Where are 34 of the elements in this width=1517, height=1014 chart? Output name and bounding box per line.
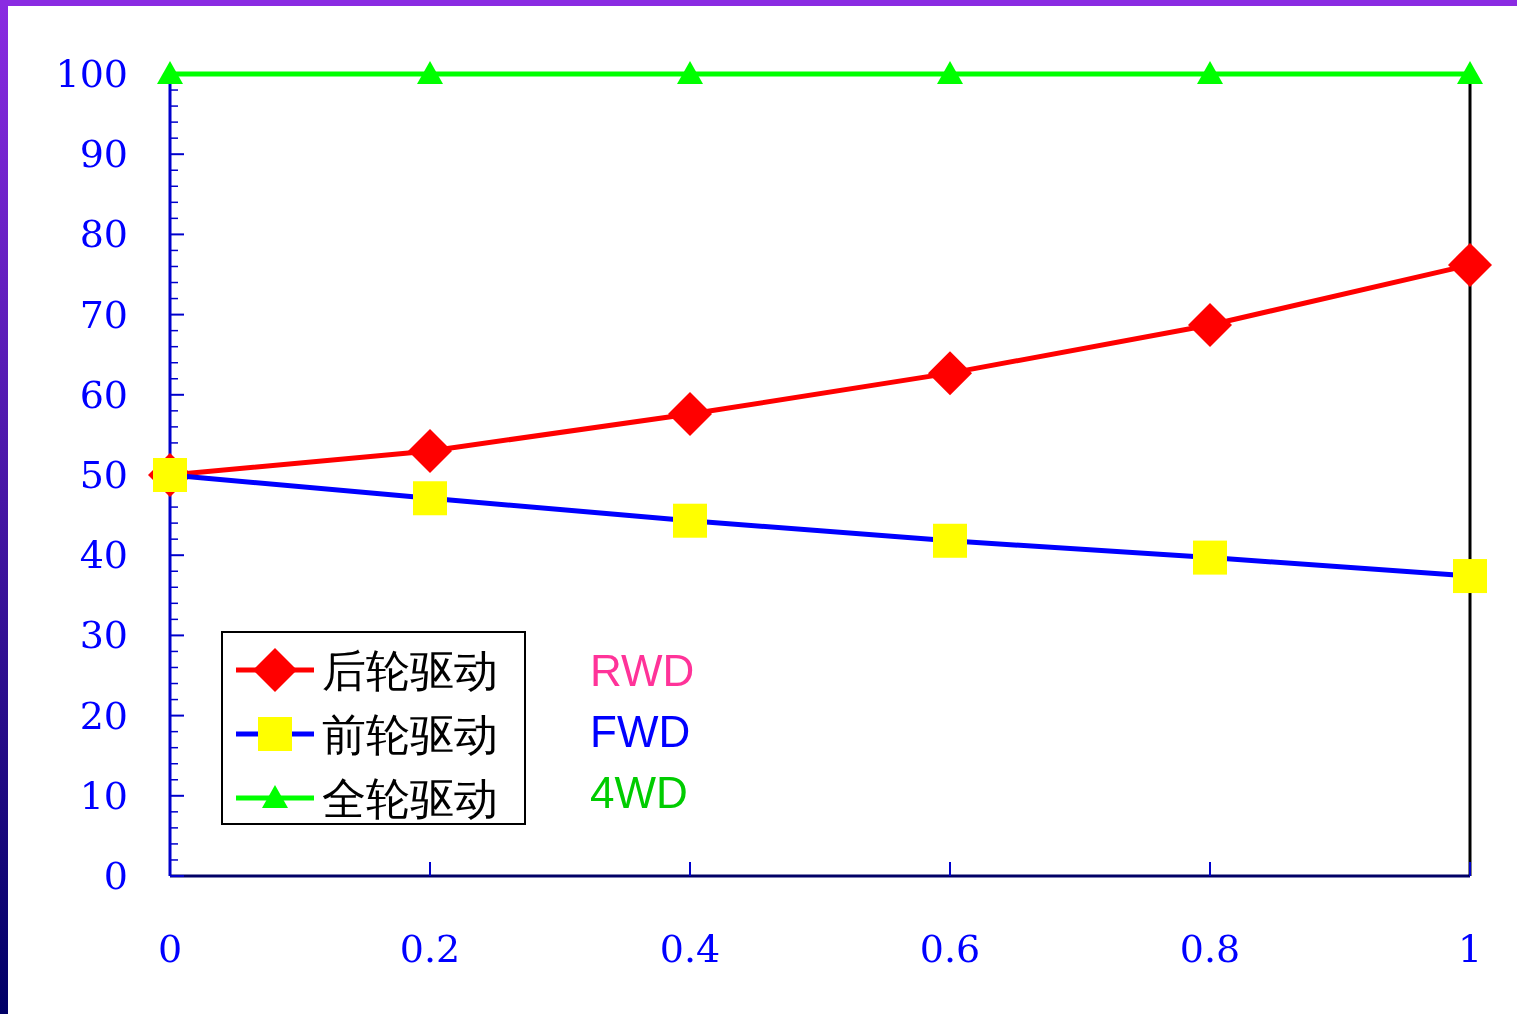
x-tick-label: 0: [157, 927, 183, 971]
x-tick-label: 1: [1457, 927, 1483, 971]
y-tick-label: 10: [79, 773, 128, 818]
legend-label: 全轮驱动: [322, 773, 498, 824]
y-tick-label: 20: [79, 693, 128, 738]
point: [1448, 242, 1492, 287]
point: [937, 61, 963, 84]
point: [1188, 303, 1232, 348]
x-tick-label: 0.8: [1179, 927, 1241, 971]
annotation: RWD: [590, 646, 695, 695]
x-tick-label: 0.2: [399, 927, 461, 971]
y-tick-label: 50: [79, 453, 128, 497]
y-tick-label: 0: [103, 854, 128, 898]
y-tick-label: 80: [79, 212, 128, 257]
point: [408, 428, 452, 473]
point: [157, 61, 183, 84]
point: [668, 392, 712, 437]
y-tick-label: 30: [79, 613, 128, 658]
point: [417, 61, 443, 84]
y-tick-label: 100: [55, 52, 128, 96]
legend-label: 前轮驱动: [322, 709, 498, 760]
point: [677, 61, 703, 84]
y-tick-label: 70: [79, 292, 128, 337]
x-tick-label: 0.4: [659, 927, 721, 971]
y-tick-label: 90: [79, 132, 128, 177]
point: [1457, 61, 1483, 84]
legend-label: 后轮驱动: [322, 645, 498, 696]
y-tick-label: 60: [79, 372, 128, 417]
point: [928, 351, 972, 396]
annotation: 4WD: [590, 768, 688, 817]
annotation: FWD: [590, 707, 691, 756]
point: [1197, 61, 1223, 84]
y-tick-label: 40: [79, 533, 128, 578]
x-tick-label: 0.6: [919, 927, 981, 971]
